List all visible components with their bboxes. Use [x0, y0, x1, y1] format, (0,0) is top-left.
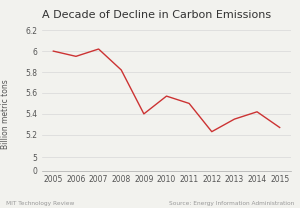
Text: Billion metric tons: Billion metric tons — [2, 79, 10, 149]
Text: Source: Energy Information Administration: Source: Energy Information Administratio… — [169, 201, 294, 206]
Text: MIT Technology Review: MIT Technology Review — [6, 201, 74, 206]
Text: A Decade of Decline in Carbon Emissions: A Decade of Decline in Carbon Emissions — [42, 10, 271, 20]
